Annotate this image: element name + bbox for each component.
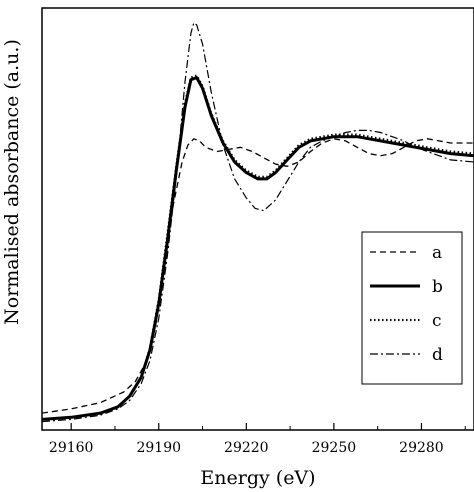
x-tick-label: 29250	[312, 440, 357, 456]
x-tick-label: 29220	[224, 440, 269, 456]
series-line-d	[42, 22, 474, 423]
plot-frame	[41, 7, 474, 431]
x-axis-ticks: 29160 29190 29220 29250 29280	[49, 423, 466, 456]
legend-label-c: c	[432, 311, 442, 331]
legend-label-a: a	[432, 243, 442, 263]
series-layer	[42, 22, 474, 423]
legend-label-d: d	[432, 345, 443, 365]
y-axis-label: Normalised absorbance (a.u.)	[1, 39, 23, 325]
legend-box	[361, 231, 463, 385]
x-tick-label: 29160	[49, 440, 94, 456]
legend-label-b: b	[432, 277, 443, 297]
x-axis-label: Energy (eV)	[200, 467, 315, 489]
x-tick-label: 29280	[399, 440, 444, 456]
x-tick-label: 29190	[136, 440, 181, 456]
